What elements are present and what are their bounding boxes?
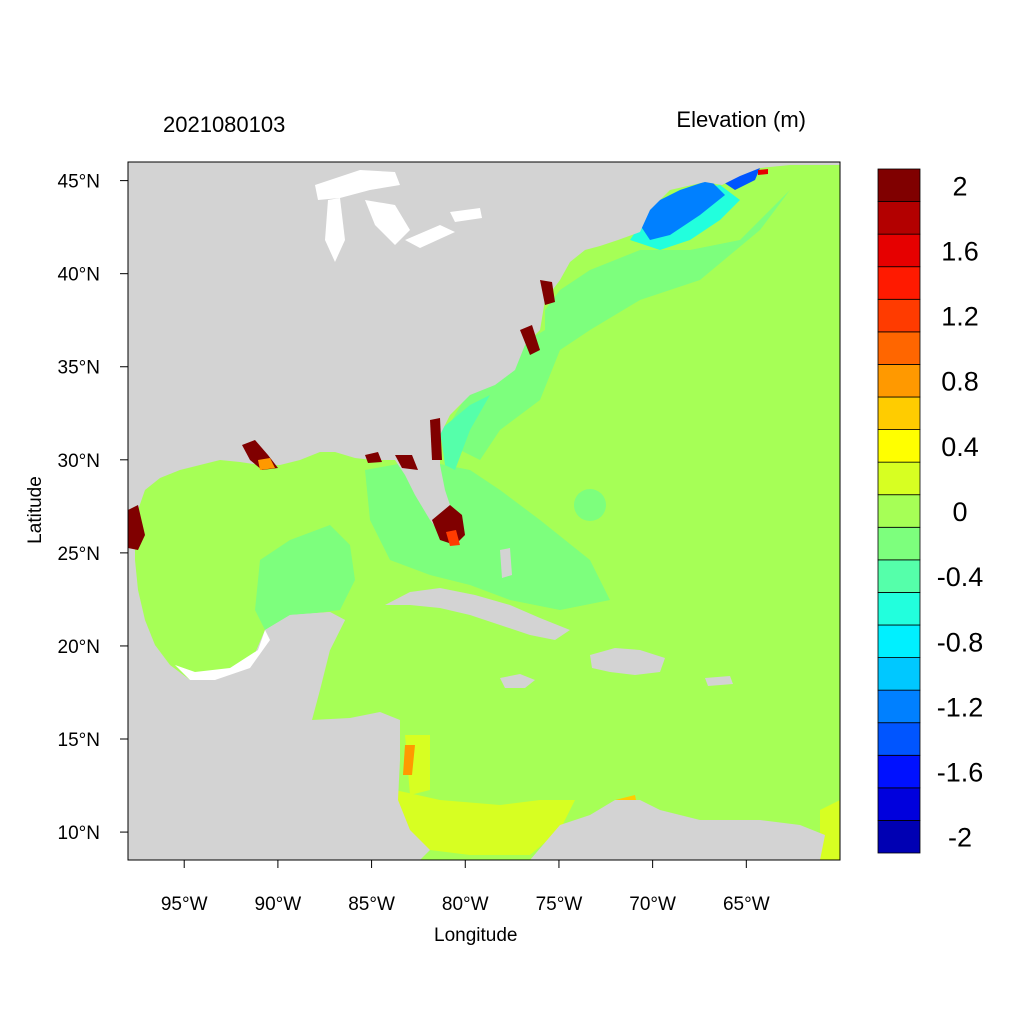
colorbar-swatch — [877, 526, 921, 561]
y-tick-label: 20°N — [58, 637, 100, 658]
lake-superior — [315, 170, 400, 200]
colorbar-swatch — [877, 168, 921, 202]
lake-ontario — [450, 208, 482, 222]
colorbar-swatch — [877, 396, 921, 430]
cuba-land — [385, 588, 570, 640]
y-tick-label: 30°N — [58, 451, 100, 472]
lake-huron — [365, 200, 410, 245]
y-tick-label: 35°N — [58, 358, 100, 379]
lesser-antilles-positive-band — [820, 800, 840, 860]
colorbar: 2 1.6 1.2 0.8 0.4 0 -0.4 -0.8 -1.2 -1.6 -2 — [877, 168, 984, 854]
north-america-land — [128, 162, 840, 860]
y-tick-label: 10°N — [58, 823, 100, 844]
x-tick-label: 70°W — [629, 894, 676, 915]
x-axis: 95°W 90°W 85°W 80°W 75°W 70°W 65°W — [161, 860, 770, 915]
x-tick-label: 85°W — [348, 894, 395, 915]
nicaragua-coast-high-band — [403, 745, 415, 775]
x-axis-label: Longitude — [434, 925, 518, 946]
y-tick-label: 45°N — [58, 172, 100, 193]
plot-time-title: 2021080103 — [163, 112, 286, 137]
lake-erie — [405, 225, 455, 248]
x-tick-label: 80°W — [442, 894, 489, 915]
colorbar-swatch — [877, 787, 921, 821]
south-america-land — [530, 800, 825, 860]
colorbar-label: 1.6 — [941, 236, 979, 266]
colorbar-swatch — [877, 820, 921, 854]
colorbar-label: 1.2 — [941, 302, 979, 332]
land-masses — [128, 162, 840, 860]
colorbar-label: 0 — [952, 497, 967, 527]
colorbar-label: 0.4 — [941, 432, 979, 462]
colorbar-swatch — [877, 298, 921, 333]
colorbar-swatch — [877, 266, 921, 300]
colorbar-label: -1.6 — [937, 758, 984, 788]
gulf-center-negative-band — [255, 525, 355, 630]
colorbar-swatch — [877, 364, 921, 398]
colorbar-label: -2 — [948, 823, 972, 853]
plot-variable-title: Elevation (m) — [676, 107, 806, 132]
great-lakes — [175, 170, 482, 680]
x-tick-label: 95°W — [161, 894, 208, 915]
colorbar-label: 2 — [952, 171, 967, 201]
gulf-of-maine-low-band — [640, 180, 725, 240]
carolina-coast-high-band — [520, 325, 540, 355]
x-tick-label: 65°W — [723, 894, 770, 915]
y-tick-label: 25°N — [58, 544, 100, 565]
colorbar-swatch — [877, 494, 921, 528]
colorbar-label: -1.2 — [937, 692, 984, 722]
y-axis: 45°N 40°N 35°N 30°N 25°N 20°N 15°N 10°N — [58, 172, 128, 844]
nova-scotia-peak-band — [758, 169, 768, 175]
colorbar-label: -0.4 — [937, 562, 984, 592]
x-tick-label: 75°W — [536, 894, 583, 915]
chesapeake-high-band — [540, 280, 555, 305]
colorbar-swatch — [877, 722, 921, 756]
x-tick-label: 90°W — [255, 894, 302, 915]
jamaica-land — [500, 674, 535, 688]
florida-panhandle-high-band — [365, 452, 382, 463]
andros-island-land — [500, 548, 512, 578]
big-bend-high-band — [395, 455, 418, 470]
atlantic-coast-negative-band — [440, 190, 790, 460]
hispaniola-land — [590, 648, 665, 675]
carolina-shelf-negative-band — [440, 395, 490, 470]
map-field — [128, 162, 840, 860]
gulf-coast-water-gap — [175, 630, 270, 680]
georgia-coast-high-band — [430, 418, 442, 460]
lake-michigan — [325, 198, 345, 262]
colorbar-swatch — [877, 624, 921, 658]
texas-coast-high-band — [128, 505, 145, 550]
atlantic-eddy-negative-band — [574, 489, 606, 521]
colorbar-swatch — [877, 559, 921, 593]
colorbar-swatch — [877, 201, 921, 235]
yucatan-land — [265, 612, 345, 660]
bay-of-fundy-lowest-band — [720, 168, 760, 190]
louisiana-peak-band — [258, 458, 275, 470]
south-florida-peak-band — [446, 530, 460, 546]
colorbar-swatch — [877, 592, 921, 626]
colorbar-swatch — [877, 689, 921, 724]
colorbar-swatch — [877, 657, 921, 691]
map-frame — [127, 161, 841, 861]
southern-caribbean-positive-band — [395, 790, 575, 855]
colorbar-label: -0.8 — [937, 627, 984, 657]
colorbar-swatch — [877, 461, 921, 496]
y-tick-label: 15°N — [58, 730, 100, 751]
colorbar-swatch — [877, 429, 921, 463]
colorbar-label: 0.8 — [941, 367, 979, 397]
y-tick-label: 40°N — [58, 265, 100, 286]
colorbar-swatch — [877, 754, 921, 789]
colorbar-swatch — [877, 233, 921, 268]
colorbar-swatch — [877, 331, 921, 365]
puerto-rico-land — [705, 676, 733, 686]
